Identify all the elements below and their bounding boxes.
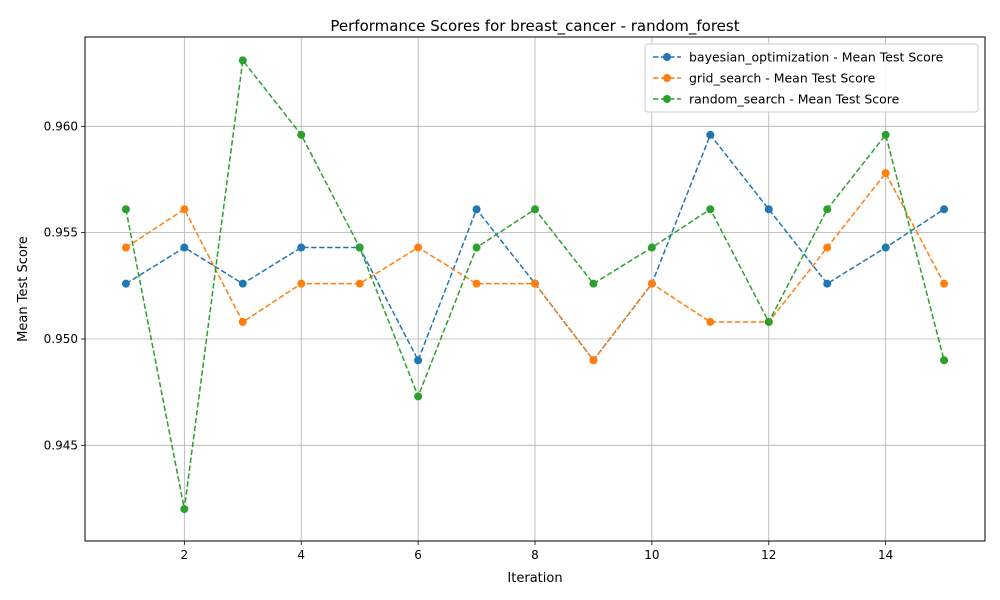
- series-2-point: [589, 356, 598, 365]
- series-1-point: [180, 243, 189, 252]
- series-2-point: [472, 279, 481, 288]
- series-3-point: [764, 317, 773, 326]
- series-1-point: [238, 279, 247, 288]
- x-tick-label: 4: [297, 548, 305, 562]
- legend-label-3: random_search - Mean Test Score: [689, 92, 900, 107]
- chart-title: Performance Scores for breast_cancer - r…: [330, 17, 739, 36]
- series-3-point: [589, 279, 598, 288]
- series-3-point: [297, 130, 306, 139]
- series-2-point: [531, 279, 539, 288]
- series-2-point: [414, 243, 423, 252]
- series-3-point: [472, 243, 481, 252]
- series-2-point: [881, 169, 890, 178]
- series-1-point: [472, 205, 481, 214]
- legend-marker-2: [663, 74, 671, 82]
- series-1-point: [940, 205, 949, 214]
- series-1-point: [706, 130, 715, 139]
- series-1-point: [414, 356, 423, 365]
- legend-marker-3: [663, 95, 671, 103]
- series-3-point: [414, 392, 423, 401]
- legend-marker-1: [663, 53, 671, 61]
- y-axis-label: Mean Test Score: [16, 236, 31, 342]
- series-3-point: [647, 243, 656, 252]
- legend-box: [644, 43, 979, 113]
- series-layer: [121, 56, 949, 514]
- x-tick-label: 12: [761, 548, 776, 562]
- series-1-point: [764, 205, 773, 214]
- axis-ticks: 2 4 6 8 10 12 14 0.945 0.950 0.955 0.960: [44, 119, 894, 562]
- series-2-point: [355, 279, 364, 288]
- series-1-point: [823, 279, 832, 288]
- series-3-point: [940, 356, 949, 365]
- series-3-point: [355, 243, 364, 252]
- series-2-point: [297, 279, 306, 288]
- series-2-point: [180, 205, 189, 214]
- x-tick-label: 14: [878, 548, 893, 562]
- legend-label-1: bayesian_optimization - Mean Test Score: [689, 50, 944, 65]
- series-1-point: [121, 279, 130, 288]
- x-tick-label: 2: [181, 548, 189, 562]
- y-tick-label: 0.950: [44, 332, 78, 346]
- series-3-point: [121, 205, 130, 214]
- y-tick-label: 0.960: [44, 119, 78, 133]
- series-3-point: [823, 205, 832, 214]
- series-2-point: [823, 243, 832, 252]
- series-3-point: [706, 205, 715, 214]
- series-3-point: [531, 205, 539, 214]
- series-1-point: [881, 243, 890, 252]
- y-tick-label: 0.945: [44, 438, 78, 452]
- series-3-point: [881, 130, 890, 139]
- y-tick-label: 0.955: [44, 226, 78, 240]
- legend: bayesian_optimization - Mean Test Score g…: [644, 43, 979, 113]
- series-3-point: [238, 56, 247, 65]
- series-1-point: [297, 243, 306, 252]
- series-3-point: [180, 505, 189, 514]
- series-2-point: [940, 279, 949, 288]
- series-2-point: [706, 317, 715, 326]
- x-tick-label: 6: [414, 548, 422, 562]
- legend-label-2: grid_search - Mean Test Score: [689, 71, 876, 86]
- series-2-point: [647, 279, 656, 288]
- series-2-point: [238, 317, 247, 326]
- x-tick-label: 10: [644, 548, 659, 562]
- grid-lines: [85, 37, 985, 541]
- series-2-point: [121, 243, 130, 252]
- x-tick-label: 8: [531, 548, 539, 562]
- x-axis-label: Iteration: [507, 571, 562, 586]
